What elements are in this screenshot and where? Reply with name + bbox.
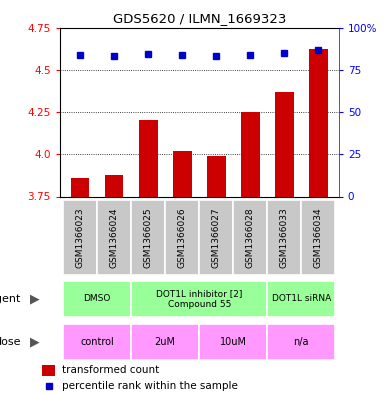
Bar	[199, 200, 233, 275]
Bar	[275, 92, 294, 196]
Text: agent: agent	[0, 294, 20, 304]
Bar	[267, 281, 335, 317]
Bar	[309, 50, 328, 196]
Text: GSM1366027: GSM1366027	[212, 208, 221, 268]
Text: dose: dose	[0, 337, 20, 347]
Bar	[267, 324, 335, 360]
Bar	[63, 200, 97, 275]
Bar	[131, 324, 199, 360]
Bar	[241, 112, 259, 196]
Text: GSM1366034: GSM1366034	[314, 208, 323, 268]
Bar	[207, 156, 226, 196]
Text: n/a: n/a	[294, 337, 309, 347]
Text: control: control	[80, 337, 114, 347]
Text: GSM1366025: GSM1366025	[144, 208, 153, 268]
Text: transformed count: transformed count	[62, 365, 159, 375]
Bar	[131, 200, 165, 275]
Text: DOT1L inhibitor [2]
Compound 55: DOT1L inhibitor [2] Compound 55	[156, 288, 243, 309]
Text: GSM1366033: GSM1366033	[280, 208, 289, 268]
Text: ▶: ▶	[30, 335, 39, 349]
Text: GSM1366024: GSM1366024	[110, 208, 119, 268]
Bar	[173, 151, 192, 196]
Bar	[71, 178, 89, 196]
Text: percentile rank within the sample: percentile rank within the sample	[62, 381, 238, 391]
Bar	[131, 281, 267, 317]
Bar	[63, 281, 131, 317]
Bar	[233, 200, 267, 275]
Bar	[105, 174, 124, 196]
Bar	[97, 200, 131, 275]
Text: GSM1366023: GSM1366023	[75, 208, 85, 268]
Text: ▶: ▶	[30, 292, 39, 305]
Text: GSM1366028: GSM1366028	[246, 208, 255, 268]
Text: GSM1366026: GSM1366026	[178, 208, 187, 268]
Text: DMSO: DMSO	[84, 294, 111, 303]
Bar	[267, 200, 301, 275]
Title: GDS5620 / ILMN_1669323: GDS5620 / ILMN_1669323	[112, 12, 286, 25]
Bar	[199, 324, 267, 360]
Text: 10uM: 10uM	[220, 337, 247, 347]
Bar	[165, 200, 199, 275]
Text: 2uM: 2uM	[155, 337, 176, 347]
Bar	[42, 365, 55, 376]
Bar	[139, 120, 157, 196]
Bar	[301, 200, 335, 275]
Bar	[63, 324, 131, 360]
Text: DOT1L siRNA: DOT1L siRNA	[272, 294, 331, 303]
